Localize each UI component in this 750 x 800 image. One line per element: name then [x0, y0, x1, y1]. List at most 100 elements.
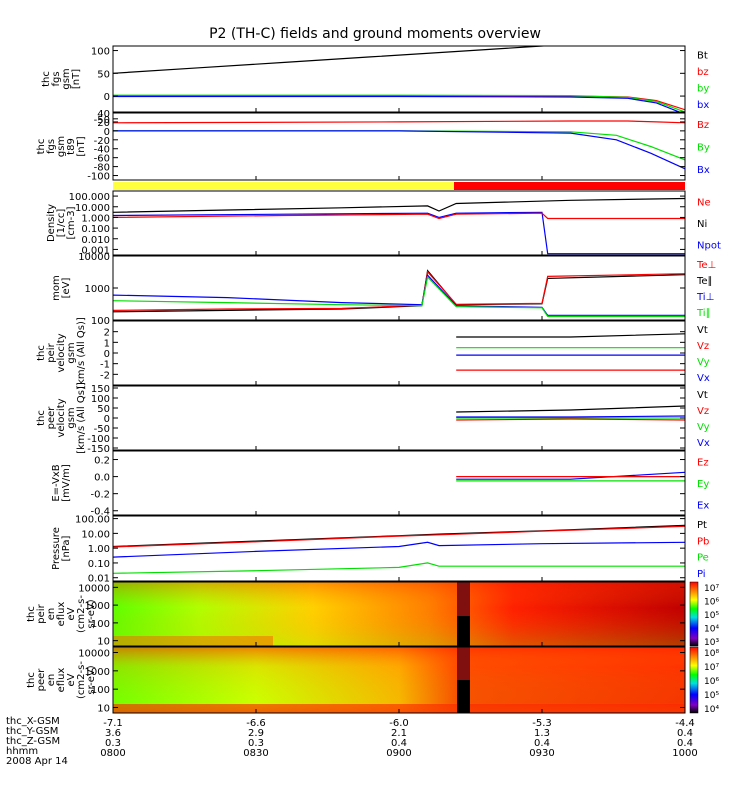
- x-gsm-value: -6.0: [389, 718, 409, 729]
- hhmm-value: 0900: [386, 748, 411, 759]
- colorbar-tick-label: 10⁵: [704, 691, 719, 701]
- ytick-label: -50: [94, 115, 110, 126]
- chart-title: P2 (TH-C) fields and ground moments over…: [209, 26, 541, 42]
- ylabel-line: gsm: [66, 342, 77, 363]
- ylabel-line: gsm: [66, 407, 77, 428]
- z-gsm-value: 0.4: [534, 738, 550, 749]
- panel-frame: [112, 450, 686, 516]
- series-ne: [113, 212, 685, 220]
- ytick-label: 1.00: [88, 544, 110, 555]
- ytick-label: 100: [91, 316, 110, 327]
- ylabel-line: eflux: [56, 602, 67, 627]
- ylabel-line: (cm2-s-: [76, 595, 87, 633]
- colorbar-tick-label: 10⁷: [704, 663, 719, 673]
- ylabel-line: peer: [46, 406, 57, 430]
- ylabel-line: E=-VxB: [51, 464, 62, 501]
- ytick-label: 2: [104, 328, 110, 339]
- mode-bar-slow: [113, 182, 454, 190]
- panel-3: 10000 1000 100 mom [eV] Te⊥ Te∥ Ti⊥ Ti∥: [51, 252, 716, 327]
- ion-spectrogram: [113, 582, 685, 646]
- colorbar-tick-label: 10⁴: [704, 625, 719, 635]
- panel-frame: [112, 190, 686, 256]
- series-vt: [456, 405, 685, 413]
- panel-9: 10000 1000 100 10 thc peer en eflux eV (cm2-s-sr-…: [26, 646, 719, 715]
- y-gsm-value: 3.6: [105, 728, 121, 739]
- colorbar-tick-label: 10³: [704, 638, 719, 648]
- ytick-label: -2: [100, 370, 110, 381]
- hhmm-value: 0830: [243, 748, 268, 759]
- ytick-label: 50: [97, 404, 110, 415]
- x-gsm-value: -5.3: [532, 718, 552, 729]
- legend-0: Te⊥: [696, 260, 716, 271]
- ylabel-line: [km/s (All Qs)]: [76, 382, 87, 454]
- ylabel-line: peir: [46, 342, 57, 362]
- ylabel-line: [cm-3]: [66, 206, 77, 239]
- legend-2: Vy: [697, 357, 710, 368]
- ytick-label: 0: [104, 349, 110, 360]
- series-npot: [113, 211, 685, 255]
- legend-1: Vz: [697, 406, 709, 417]
- footer-label-hhmm: hhmm: [6, 746, 39, 757]
- series-ti∥: [113, 275, 685, 317]
- ylabel-line: [km/s (All Qs)]: [76, 317, 87, 389]
- ylabel-line: thc: [36, 345, 47, 361]
- legend-0: Ne: [697, 198, 711, 209]
- x-gsm-value: -7.1: [103, 718, 123, 729]
- ylabel-line: thc: [36, 410, 47, 426]
- series-te⊥: [113, 270, 685, 311]
- mode-bar-fast: [454, 182, 685, 190]
- ytick-label: 10: [97, 703, 110, 714]
- ytick-label: 0.0: [94, 473, 110, 484]
- ylabel-line: sr-eV): [86, 599, 97, 628]
- legend-1: Ni: [697, 219, 707, 230]
- legend-1: Te∥: [696, 276, 713, 287]
- series-ex: [456, 471, 685, 480]
- ytick-label: 20: [97, 118, 110, 129]
- ion-colorbar: [689, 581, 699, 647]
- ytick-label: -100: [87, 172, 110, 183]
- ytick-label: -60: [94, 154, 110, 165]
- series-ni: [113, 197, 685, 213]
- ytick-label: 100: [91, 47, 110, 58]
- panel-7: 100.00 10.00 1.00 0.10 0.01 Pressure [nPa] Pt Pb…: [51, 515, 709, 585]
- legend-2: Ti⊥: [696, 292, 714, 303]
- ylabel-line: [nT]: [76, 136, 87, 156]
- legend-1: bz: [697, 67, 709, 78]
- ylabel-line: velocity: [56, 333, 67, 372]
- colorbar-tick-label: 10⁶: [704, 677, 719, 687]
- z-gsm-value: 0.4: [677, 738, 693, 749]
- footer-date: 2008 Apr 14: [6, 756, 68, 767]
- ylabel-line: Pressure: [51, 527, 62, 570]
- ytick-label: -80: [94, 163, 110, 174]
- legend-3: Ti∥: [696, 308, 711, 319]
- y-gsm-value: 2.1: [391, 728, 407, 739]
- legend-0: Bt: [697, 50, 708, 61]
- ylabel-line: t89: [66, 138, 77, 155]
- colorbar-tick-label: 10⁵: [704, 611, 719, 621]
- y-gsm-value: 0.4: [677, 728, 693, 739]
- ytick-label: 10000: [78, 583, 110, 594]
- ylabel-line: fgs: [46, 139, 57, 154]
- ytick-label: 10.00: [81, 529, 110, 540]
- z-gsm-value: 0.4: [391, 738, 407, 749]
- legend-1: Vz: [697, 341, 709, 352]
- series-bx: [113, 95, 681, 112]
- footer-label-y: thc_Y-GSM: [6, 726, 59, 737]
- colorbar-tick-label: 10⁷: [704, 584, 719, 594]
- footer-label-x: thc_X-GSM: [6, 716, 60, 727]
- ylabel-line: [nT]: [71, 69, 82, 89]
- ytick-label: -150: [87, 444, 110, 455]
- ylabel-line: en: [46, 608, 57, 621]
- ytick-label: 1000: [85, 284, 110, 295]
- ytick-label: 100: [91, 685, 110, 696]
- z-gsm-value: 0.3: [248, 738, 264, 749]
- legend-3: Vx: [697, 438, 710, 449]
- ytick-label: 50: [97, 69, 110, 80]
- ylabel-line: velocity: [56, 398, 67, 437]
- ytick-label: 0.2: [94, 456, 110, 467]
- x-gsm-value: -6.6: [246, 718, 266, 729]
- ylabel-line: (cm2-s-: [76, 661, 87, 699]
- series-by: [113, 130, 685, 161]
